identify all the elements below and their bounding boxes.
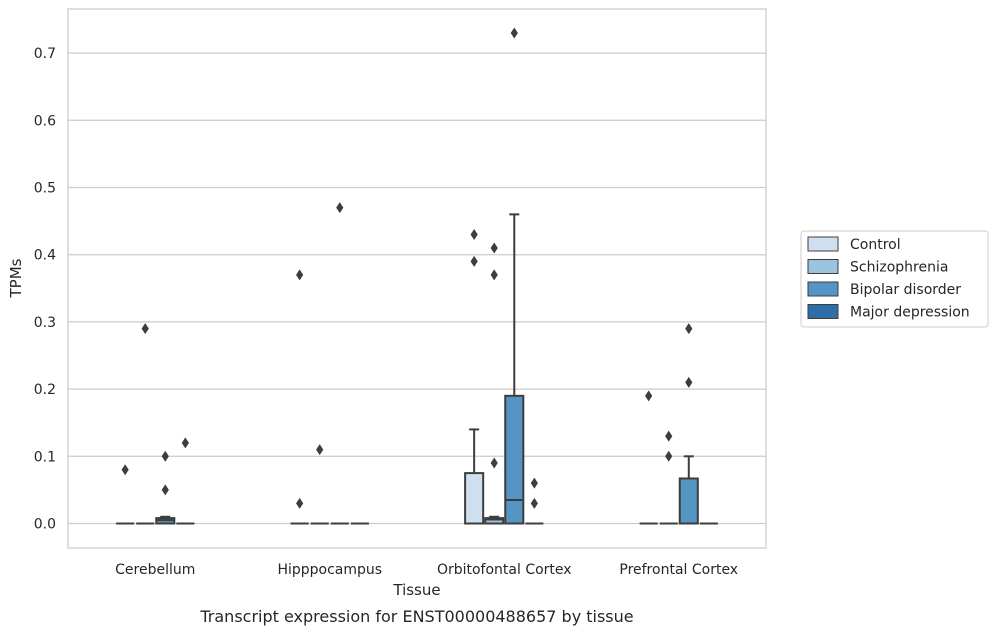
x-tick-label: Hipppocampus xyxy=(277,562,382,578)
box-bipolar-disorder xyxy=(155,515,176,525)
y-tick-label: 0.7 xyxy=(34,46,56,62)
box-body xyxy=(678,477,699,525)
legend-frame xyxy=(800,230,989,328)
legend-label: Control xyxy=(850,237,901,253)
y-axis-label: TPMs xyxy=(7,258,25,298)
y-tick-label: 0.0 xyxy=(34,517,56,533)
chart-caption: Transcript expression for ENST0000048865… xyxy=(199,607,633,626)
outlier-point xyxy=(161,450,169,462)
outlier-point xyxy=(161,484,169,496)
legend-swatch xyxy=(807,259,839,274)
box-bipolar-disorder xyxy=(678,455,699,525)
plot-area-frame xyxy=(67,8,767,549)
y-tick-label: 0.6 xyxy=(34,113,56,129)
legend-swatch xyxy=(807,281,839,297)
box-body xyxy=(504,394,525,525)
outlier-point xyxy=(490,242,498,254)
y-axis-ticks: 0.0 0.1 0.2 0.3 0.4 0.5 0.6 0.7 xyxy=(34,46,56,532)
box-body xyxy=(484,517,505,525)
outlier-point xyxy=(470,255,478,267)
outlier-point xyxy=(490,269,498,281)
legend-label: Schizophrenia xyxy=(850,260,948,276)
outlier-point xyxy=(530,497,538,509)
legend-label: Major depression xyxy=(850,305,970,321)
outlier-point xyxy=(296,269,304,281)
y-tick-label: 0.1 xyxy=(34,449,56,465)
x-tick-label: Orbitofontal Cortex xyxy=(437,562,572,578)
outlier-point xyxy=(490,457,498,469)
legend-swatch xyxy=(807,236,839,252)
outlier-point xyxy=(530,477,538,489)
outlier-point xyxy=(336,202,344,214)
outlier-point xyxy=(141,323,149,335)
outlier-point xyxy=(181,437,189,449)
x-tick-label: Cerebellum xyxy=(115,562,195,578)
y-tick-label: 0.3 xyxy=(34,315,56,331)
outlier-point xyxy=(121,464,129,476)
box-control xyxy=(464,428,485,525)
outlier-point xyxy=(316,444,324,456)
x-tick-label: Prefrontal Cortex xyxy=(619,562,738,578)
x-axis-label: Tissue xyxy=(392,581,440,599)
outlier-point xyxy=(470,229,478,241)
box-schizophrenia xyxy=(484,515,505,525)
y-tick-label: 0.2 xyxy=(34,382,56,398)
gridlines xyxy=(68,52,766,525)
outlier-point xyxy=(296,497,304,509)
x-axis-ticks: Cerebellum Hipppocampus Orbitofontal Corte… xyxy=(115,562,738,578)
outlier-point xyxy=(665,450,673,462)
outlier-point xyxy=(665,430,673,442)
boxes xyxy=(116,213,718,525)
legend-swatch xyxy=(807,304,839,319)
legend: Control Schizophrenia Bipolar disorder Majo… xyxy=(800,230,989,328)
y-tick-label: 0.4 xyxy=(34,248,56,264)
box-bipolar-disorder xyxy=(504,213,525,525)
outlier-point xyxy=(685,323,693,335)
y-tick-label: 0.5 xyxy=(34,181,56,197)
outlier-point xyxy=(510,27,518,39)
legend-label: Bipolar disorder xyxy=(850,282,961,298)
outlier-point xyxy=(685,376,693,388)
outliers xyxy=(121,27,693,509)
box-body xyxy=(464,472,485,525)
outlier-point xyxy=(645,390,653,402)
